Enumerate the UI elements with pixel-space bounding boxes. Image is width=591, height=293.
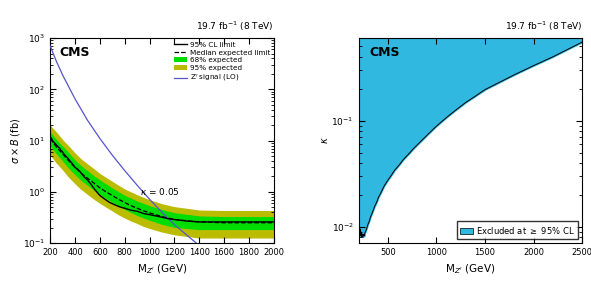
Text: $\kappa$ = 0.05: $\kappa$ = 0.05 (139, 186, 180, 197)
Y-axis label: $\kappa$: $\kappa$ (320, 137, 330, 144)
X-axis label: M$_{Z^{\prime}}$ (GeV): M$_{Z^{\prime}}$ (GeV) (137, 263, 187, 276)
Legend: Excluded at $\geq$ 95% CL: Excluded at $\geq$ 95% CL (457, 221, 578, 239)
X-axis label: M$_{Z^{\prime}}$ (GeV): M$_{Z^{\prime}}$ (GeV) (445, 263, 496, 276)
Text: CMS: CMS (370, 46, 400, 59)
Text: CMS: CMS (59, 46, 90, 59)
Text: 19.7 fb$^{-1}$ (8 TeV): 19.7 fb$^{-1}$ (8 TeV) (505, 20, 582, 33)
Legend: 95% CL limit, Median expected limit, 68% expected, 95% expected, Z$'$ signal (LO: 95% CL limit, Median expected limit, 68%… (173, 40, 271, 86)
Y-axis label: $\sigma \times B$ (fb): $\sigma \times B$ (fb) (9, 117, 22, 164)
Text: 19.7 fb$^{-1}$ (8 TeV): 19.7 fb$^{-1}$ (8 TeV) (196, 20, 274, 33)
